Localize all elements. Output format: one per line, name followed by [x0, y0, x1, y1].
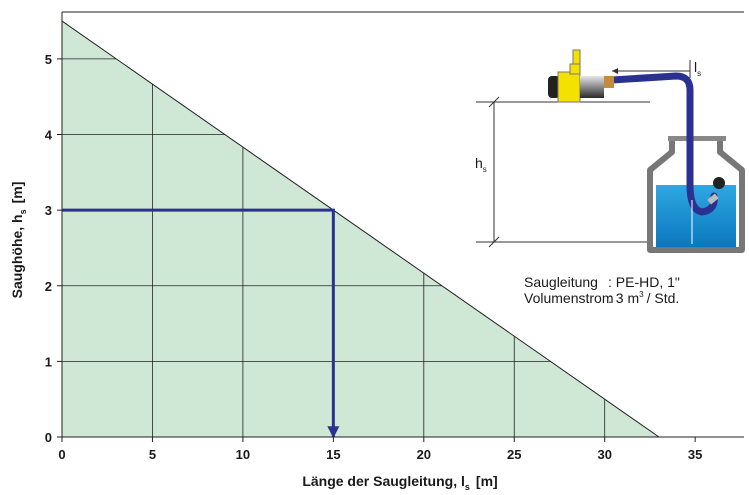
dimension-arrow — [612, 68, 618, 74]
length-label: ls — [694, 59, 701, 78]
y-tick-label: 0 — [45, 430, 52, 445]
flow-text: : 3 m3/ Std. — [608, 290, 679, 306]
height-label: hs — [475, 155, 487, 174]
y-label-subscript: s — [18, 209, 28, 214]
y-tick-label: 2 — [45, 279, 52, 294]
y-tick-label: 5 — [45, 52, 52, 67]
x-tick-label: 10 — [236, 447, 250, 462]
height-symbol: h — [475, 155, 483, 171]
pipe-label: Saugleitung — [524, 274, 598, 290]
y-tick-label: 3 — [45, 203, 52, 218]
y-tick-label: 4 — [45, 128, 53, 143]
chart: 05101520253035012345 ls hs Saugleitung :… — [0, 0, 749, 495]
pump-box — [570, 64, 580, 74]
water — [656, 185, 736, 247]
x-label-text: Länge der Saugleitung, l — [302, 473, 465, 489]
pump-motor — [558, 72, 580, 102]
x-label-subscript: s — [465, 482, 470, 492]
x-tick-label: 30 — [597, 447, 611, 462]
x-label-unit: [m] — [476, 473, 498, 489]
length-subscript: s — [697, 69, 701, 78]
y-tick-label: 1 — [45, 354, 52, 369]
x-tick-label: 20 — [417, 447, 431, 462]
flow-label: Volumenstrom — [524, 290, 613, 306]
pump-connector — [604, 76, 614, 88]
x-tick-label: 35 — [688, 447, 702, 462]
x-tick-label: 15 — [326, 447, 340, 462]
inset-diagram: ls hs Saugleitung : PE-HD, 1" Volumenstr… — [475, 50, 742, 306]
height-subscript: s — [483, 165, 487, 174]
flow-superscript: 3 — [639, 290, 644, 299]
pipe-value: : PE-HD, 1" — [608, 274, 680, 290]
flow-unit: / Std. — [647, 290, 680, 306]
tank-lid — [668, 136, 726, 141]
y-label-text: Saughöhe, h — [9, 214, 25, 298]
x-tick-label: 0 — [58, 447, 65, 462]
y-axis-label: Saughöhe, hs [m] — [9, 182, 28, 299]
x-tick-label: 25 — [507, 447, 521, 462]
pump-housing — [580, 76, 604, 98]
x-axis-label: Länge der Saugleitung, ls [m] — [302, 473, 497, 492]
x-tick-label: 5 — [149, 447, 156, 462]
y-label-unit: [m] — [9, 182, 25, 204]
float — [713, 177, 725, 189]
pump-pipe — [573, 50, 580, 64]
flow-value: : 3 m — [608, 290, 639, 306]
